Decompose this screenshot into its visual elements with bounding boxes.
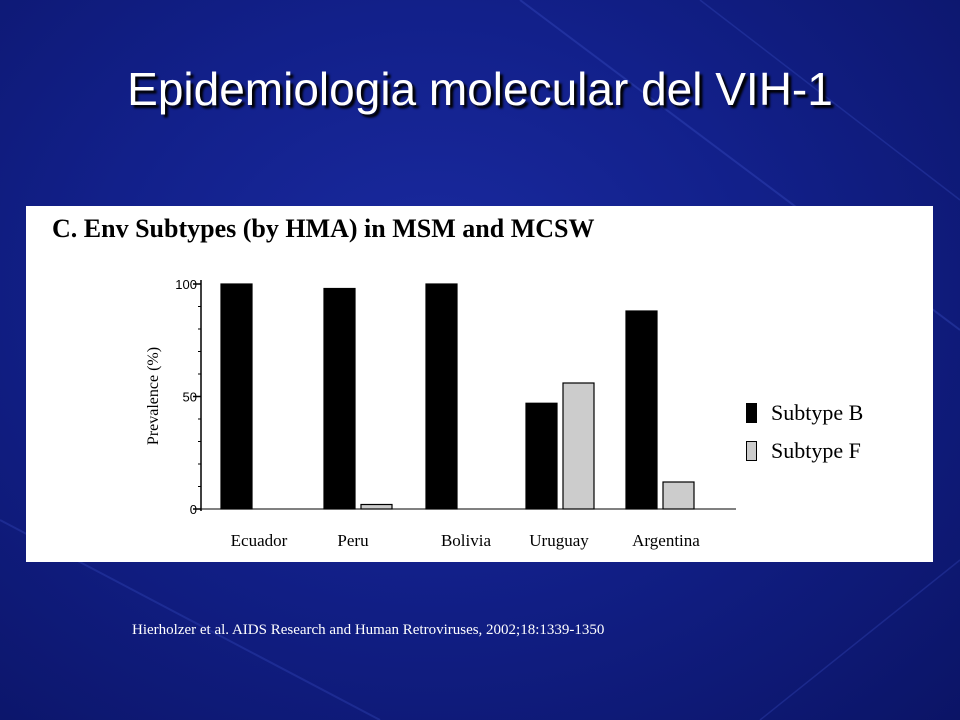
citation: Hierholzer et al. AIDS Research and Huma…: [132, 622, 605, 638]
bar-subtype-f-uruguay: [562, 382, 595, 510]
legend-label-subtype-f: Subtype F: [771, 438, 861, 463]
legend-item-subtype-b: Subtype B: [746, 394, 863, 432]
bar-subtype-b-bolivia: [425, 283, 458, 510]
x-tick-label: Uruguay: [529, 531, 589, 550]
legend-item-subtype-f: Subtype F: [746, 432, 863, 470]
x-tick-label: Peru: [337, 531, 369, 550]
y-axis-label: Prevalence (%): [145, 347, 162, 445]
chart-legend: Subtype B Subtype F: [746, 394, 863, 470]
x-tick-label: Argentina: [632, 531, 700, 550]
legend-swatch-subtype-f: [746, 441, 757, 461]
y-tick-label: 50: [183, 390, 197, 405]
bar-subtype-f-peru: [360, 503, 393, 510]
bar-subtype-b-ecuador: [220, 283, 253, 510]
bar-subtype-f-argentina: [662, 481, 695, 510]
y-tick-label: 100: [175, 277, 197, 292]
y-tick-label: 0: [190, 502, 197, 517]
slide-title: Epidemiologia molecular del VIH-1: [127, 63, 833, 115]
bar-subtype-b-argentina: [625, 310, 658, 510]
legend-label-subtype-b: Subtype B: [771, 400, 864, 425]
chart-panel: C. Env Subtypes (by HMA) in MSM and MCSW…: [26, 206, 933, 562]
x-tick-label: Bolivia: [441, 531, 492, 550]
bar-chart: 0 50 100 Prevalence (%) Ecuador Peru Bolivia Ur…: [145, 277, 736, 550]
bar-subtype-b-uruguay: [525, 402, 558, 510]
x-tick-label: Ecuador: [231, 531, 288, 550]
chart-title: C. Env Subtypes (by HMA) in MSM and MCSW: [52, 214, 595, 243]
legend-swatch-subtype-b: [746, 403, 757, 423]
bar-subtype-b-peru: [323, 287, 356, 510]
